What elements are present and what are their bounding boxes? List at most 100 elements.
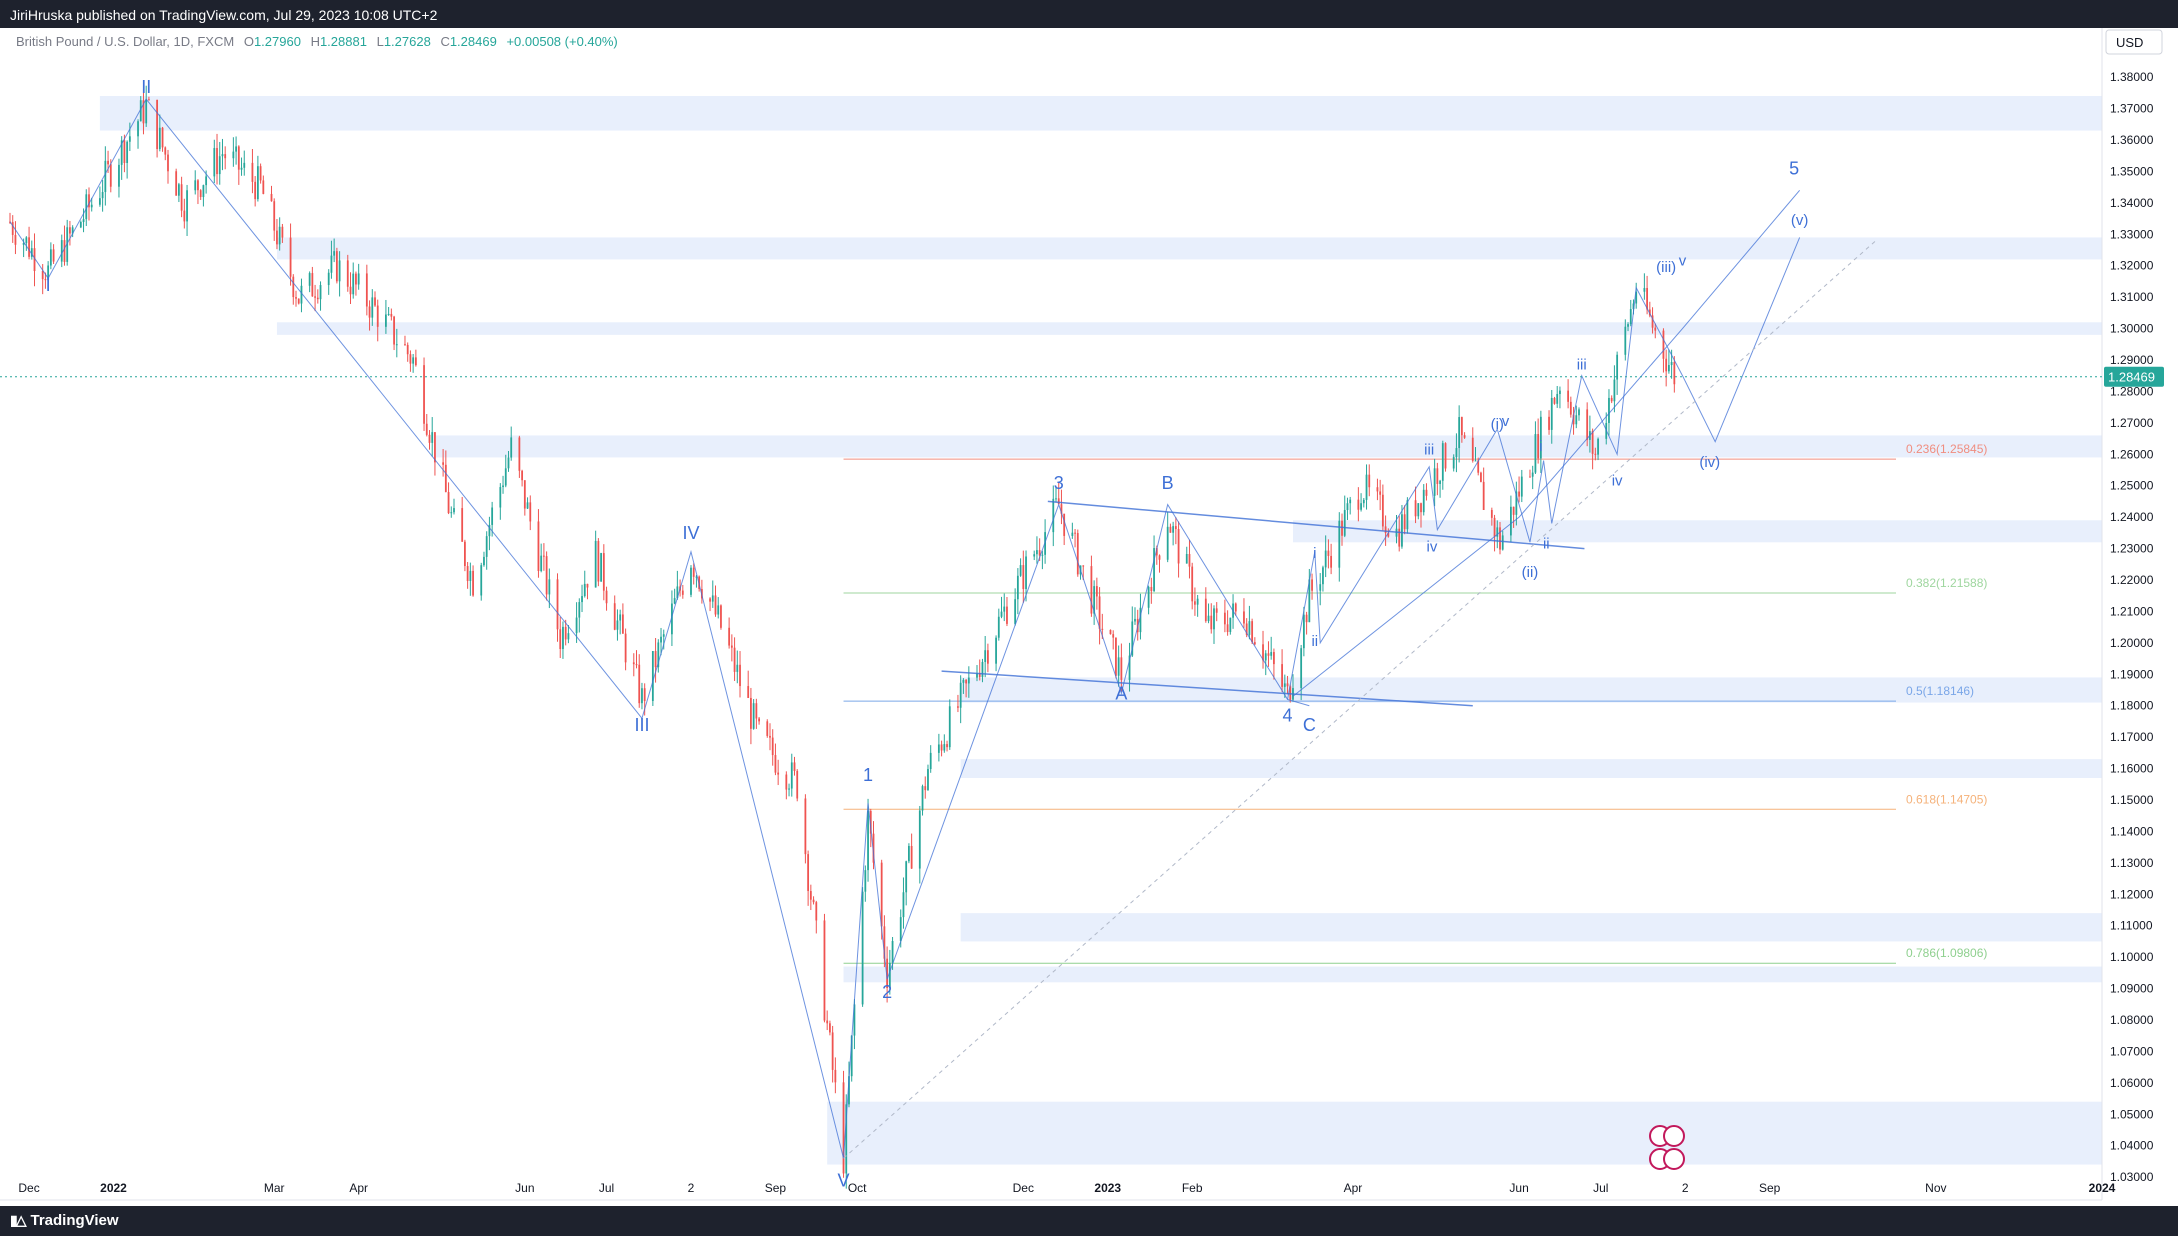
candle-body [619, 614, 622, 621]
candle-body [1575, 415, 1578, 425]
candle-body [480, 565, 483, 596]
price-tick-label: 1.03000 [2110, 1170, 2154, 1184]
candle-body [529, 502, 532, 522]
candle-body [453, 508, 455, 513]
tradingview-logo[interactable]: ▮△ TradingView [10, 1212, 119, 1229]
candle-body [1248, 621, 1251, 635]
price-tick-label: 1.08000 [2110, 1013, 2154, 1027]
wave-label: B [1162, 473, 1174, 493]
candle-body [259, 166, 262, 181]
candle-body [1357, 499, 1360, 510]
candle-body [297, 298, 300, 304]
candle-body [1305, 614, 1308, 623]
candle-body [850, 1035, 853, 1077]
candle-body [1207, 615, 1210, 622]
candle-body [888, 962, 891, 988]
candle-body [1213, 608, 1215, 630]
candle-body [1281, 664, 1283, 687]
candle-body [1387, 533, 1390, 537]
candle-body [1627, 324, 1629, 327]
candle-body [1093, 586, 1096, 614]
candle-body [1076, 533, 1079, 575]
candle-body [616, 620, 619, 630]
candle-body [777, 772, 780, 775]
price-tick-label: 1.13000 [2110, 856, 2154, 870]
time-tick-label: 2023 [1094, 1181, 1121, 1195]
price-axis[interactable]: 1.38000 1.37000 1.36000 1.35000 1.34000 1.330… [2110, 70, 2154, 1184]
candle-body [308, 273, 311, 286]
wave-label: III [634, 715, 649, 735]
wave-label: V [838, 1171, 850, 1191]
zones-layer [99, 96, 2103, 1165]
candle-body [1512, 506, 1515, 515]
candle-body [273, 201, 276, 231]
event-flag-icon[interactable] [1663, 1125, 1685, 1147]
candle-body [330, 255, 333, 273]
candle-body [469, 570, 472, 582]
wave-label: C [1303, 715, 1316, 735]
time-axis[interactable]: Dec 2022 Mar Apr Jun Jul 2 Sep Oct Dec 2023 Feb Apr J… [18, 1181, 2115, 1195]
candle-body [41, 271, 44, 280]
candle-body [1215, 608, 1218, 613]
candle-body [600, 553, 602, 582]
candle-body [842, 1082, 845, 1174]
candle-body [104, 160, 107, 193]
candle-body [1177, 529, 1180, 564]
candle-body [1153, 548, 1155, 592]
candle-body [621, 614, 624, 634]
candle-body [442, 462, 445, 465]
price-tick-label: 1.25000 [2110, 479, 2154, 493]
candle-body [886, 958, 889, 988]
candle-body [654, 651, 657, 668]
candle-body [1262, 644, 1264, 661]
candle-body [186, 190, 188, 222]
candle-body [1131, 621, 1134, 656]
primary-wave-line [9, 98, 845, 1159]
candle-body [414, 357, 417, 366]
candle-body [1624, 326, 1627, 355]
candle-body [1578, 409, 1580, 416]
candle-body [984, 650, 987, 662]
candle-body [387, 313, 390, 315]
candle-body [47, 265, 50, 281]
candle-body [1444, 443, 1447, 469]
candle-body [98, 198, 101, 205]
price-zone [276, 322, 2103, 335]
event-icons[interactable] [1649, 1125, 1685, 1170]
candle-body [120, 140, 123, 165]
fib-level-label: 0.5(1.18146) [1906, 684, 1974, 698]
candle-body [1629, 309, 1632, 325]
candle-body [183, 210, 186, 222]
price-tick-label: 1.31000 [2110, 290, 2154, 304]
candle-body [374, 297, 376, 306]
legend-o-key: O [244, 34, 254, 49]
candle-body [1188, 553, 1191, 567]
candle-body [199, 190, 202, 198]
candle-body [346, 260, 349, 287]
event-flag-icon[interactable] [1663, 1148, 1685, 1170]
candle-body [1608, 397, 1610, 423]
candle-body [235, 146, 237, 152]
legend-o-val: 1.27960 [254, 34, 301, 49]
candle-body [1057, 498, 1060, 505]
price-chart[interactable]: 0.236(1.25845) 0.382(1.21588) 0.5(1.18146)… [0, 28, 2178, 1206]
candle-body [1490, 509, 1493, 518]
candle-body [581, 596, 583, 603]
candle-layer [9, 85, 1676, 1189]
candle-body [728, 627, 731, 646]
candle-body [1529, 476, 1531, 478]
candle-body [793, 762, 796, 771]
candle-body [22, 243, 25, 245]
candle-body [1147, 586, 1150, 608]
candle-body [755, 703, 758, 719]
candle-body [834, 1069, 837, 1083]
candle-body [491, 507, 494, 525]
candle-body [240, 167, 243, 170]
time-tick-label: Nov [1925, 1181, 1946, 1195]
candle-body [423, 365, 425, 424]
candle-body [564, 626, 567, 640]
candle-body [1553, 397, 1556, 404]
currency-box[interactable] [2105, 29, 2163, 55]
time-tick-label: Sep [1759, 1181, 1781, 1195]
candle-body [175, 171, 178, 196]
